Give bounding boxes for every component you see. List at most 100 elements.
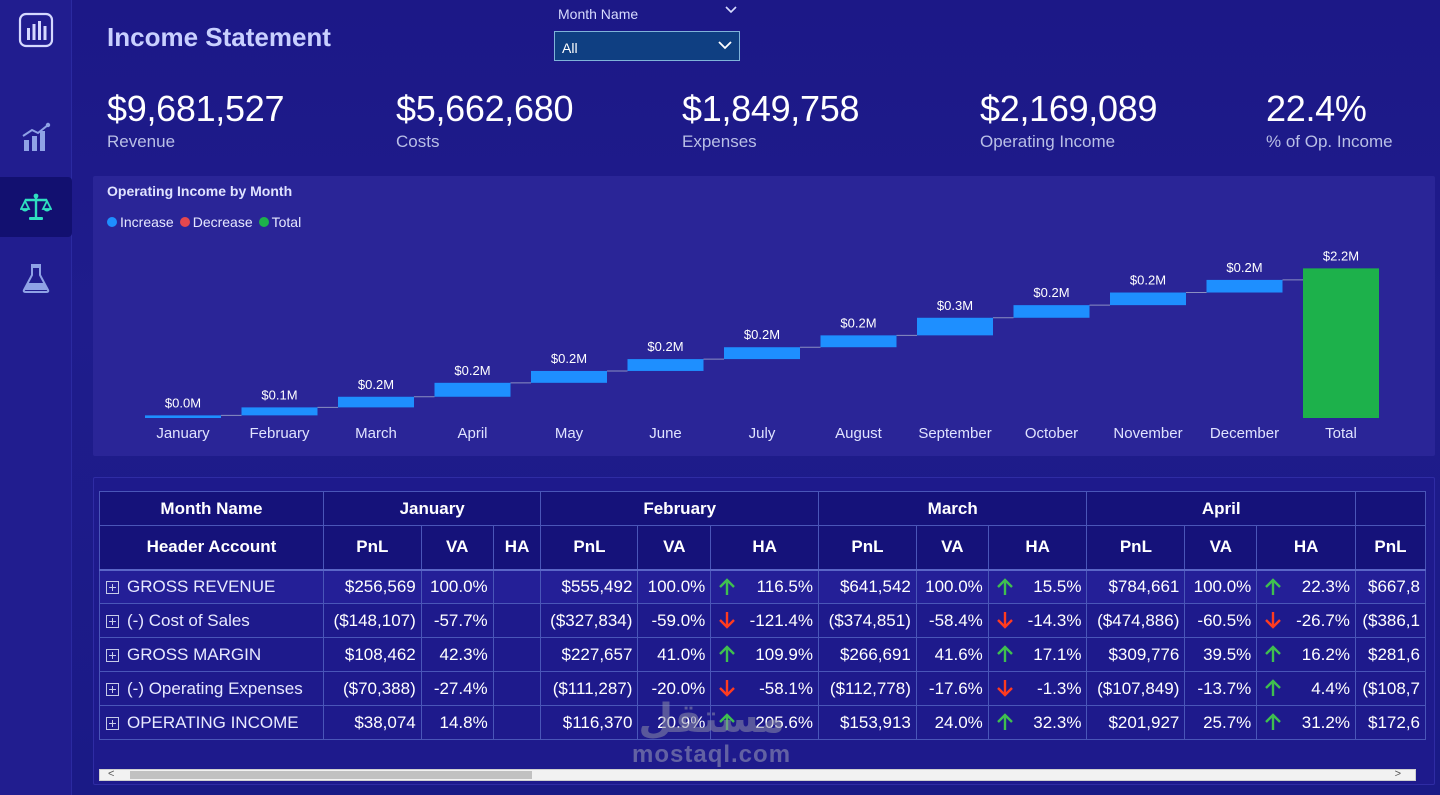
pnl-cell: ($148,107): [322, 603, 422, 638]
arrow-up-icon: [1263, 678, 1283, 703]
ha-value: -1.3%: [1037, 678, 1082, 698]
table-row[interactable]: (-) Operating Expenses ($70,388) -27.4% ($1…: [99, 671, 1426, 706]
power-bi-logo-icon[interactable]: [0, 0, 72, 60]
legend-total[interactable]: Total: [258, 214, 301, 230]
waterfall-bar-total[interactable]: [1303, 268, 1379, 418]
operating-income-chart[interactable]: $0.0M January $0.1M February $0.2M March $0.2M…: [93, 176, 1435, 456]
pnl-cell: ($327,834): [540, 603, 639, 638]
row-account[interactable]: (-) Operating Expenses: [99, 671, 324, 706]
x-tick-label: Total: [1325, 425, 1357, 442]
row-account[interactable]: GROSS REVENUE: [99, 568, 324, 604]
col-header-pnl[interactable]: PnL: [817, 525, 917, 570]
col-header-va[interactable]: VA: [420, 525, 494, 570]
pnl-cell: ($107,849): [1086, 671, 1186, 706]
table-row[interactable]: GROSS MARGIN $108,462 42.3% $227,657 41.0% 10…: [99, 637, 1426, 672]
col-header-ha[interactable]: HA: [492, 525, 542, 570]
ha-cell: 15.5%: [987, 568, 1088, 604]
sidebar: [0, 0, 72, 795]
col-header-va[interactable]: VA: [637, 525, 712, 570]
col-header-pnl[interactable]: PnL: [1086, 525, 1186, 570]
ha-cell: 17.1%: [987, 637, 1088, 672]
waterfall-bar-august[interactable]: [820, 335, 897, 348]
col-header-ha[interactable]: HA: [1256, 525, 1356, 570]
arrow-down-icon: [717, 678, 737, 703]
kpi-value: $5,662,680: [396, 88, 574, 129]
expand-plus-icon[interactable]: [106, 580, 119, 594]
waterfall-bar-november[interactable]: [1110, 292, 1186, 306]
waterfall-bar-december[interactable]: [1206, 279, 1283, 293]
flask-icon[interactable]: [0, 248, 72, 308]
kpi-value: 22.4%: [1266, 88, 1367, 129]
scroll-right-button[interactable]: >: [1394, 768, 1401, 780]
arrow-up-icon: [1263, 712, 1283, 737]
ha-value: -26.7%: [1296, 610, 1350, 630]
account-label: (-) Cost of Sales: [127, 610, 250, 630]
data-label: $0.1M: [261, 387, 297, 402]
arrow-down-icon: [717, 610, 737, 635]
month-header-march[interactable]: March: [817, 491, 1088, 526]
waterfall-bar-may[interactable]: [531, 370, 607, 383]
scroll-left-button[interactable]: <: [108, 768, 115, 780]
row-account[interactable]: OPERATING INCOME: [99, 705, 324, 740]
income-matrix[interactable]: Month Name January February March April …: [99, 491, 1426, 743]
waterfall-bar-october[interactable]: [1013, 305, 1090, 318]
horizontal-scrollbar[interactable]: < >: [99, 768, 1416, 781]
legend-dot: [107, 217, 117, 227]
kpi-costs: $5,662,680 Costs: [396, 88, 573, 152]
ha-cell: 109.9%: [710, 637, 819, 672]
x-tick-label: May: [555, 425, 584, 442]
expand-plus-icon[interactable]: [106, 614, 119, 628]
x-tick-label: January: [156, 425, 210, 442]
month-header-april[interactable]: April: [1086, 491, 1356, 526]
x-tick-label: April: [457, 425, 487, 442]
col-header-va[interactable]: VA: [1184, 525, 1258, 570]
row-account[interactable]: GROSS MARGIN: [99, 637, 324, 672]
scrollbar-thumb[interactable]: [130, 771, 532, 779]
waterfall-bar-january[interactable]: [145, 415, 221, 418]
row-account[interactable]: (-) Cost of Sales: [99, 603, 324, 638]
col-header-pnl[interactable]: PnL: [540, 525, 639, 570]
waterfall-chart-svg: $0.0M January $0.1M February $0.2M March $0.2M…: [145, 248, 1379, 442]
dropdown-chevron-icon: [717, 38, 733, 55]
arrow-up-icon: [995, 644, 1015, 669]
col-header-pnl[interactable]: PnL: [322, 525, 422, 570]
corner-month-header[interactable]: Month Name: [99, 491, 324, 526]
balance-scale-icon[interactable]: [0, 177, 72, 237]
month-header-may[interactable]: [1354, 491, 1426, 526]
chart-growth-icon[interactable]: [0, 108, 72, 168]
chart-title: Operating Income by Month: [107, 183, 293, 199]
month-header-january[interactable]: January: [322, 491, 542, 526]
watermark: مستقل mostaql.com: [632, 697, 791, 769]
data-label: $0.2M: [744, 327, 780, 342]
col-header-pnl[interactable]: PnL: [1354, 525, 1426, 570]
arrow-down-icon: [995, 610, 1015, 635]
expand-plus-icon[interactable]: [106, 648, 119, 662]
waterfall-bar-february[interactable]: [241, 407, 318, 416]
expand-plus-icon[interactable]: [106, 682, 119, 696]
waterfall-bar-july[interactable]: [724, 347, 800, 360]
waterfall-bar-september[interactable]: [917, 317, 993, 336]
table-row[interactable]: (-) Cost of Sales ($148,107) -57.7% ($327,8…: [99, 603, 1426, 638]
pnl-cell: ($374,851): [817, 603, 917, 638]
legend-increase[interactable]: Increase: [107, 214, 174, 230]
kpi-value: $1,849,758: [682, 88, 860, 129]
col-header-va[interactable]: VA: [915, 525, 989, 570]
pnl-cell: ($70,388): [322, 671, 422, 706]
expand-plus-icon[interactable]: [106, 716, 119, 730]
col-header-ha[interactable]: HA: [710, 525, 819, 570]
corner-account-header[interactable]: Header Account: [99, 525, 324, 570]
data-label: $0.2M: [647, 339, 683, 354]
data-label: $0.2M: [840, 315, 876, 330]
table-row[interactable]: OPERATING INCOME $38,074 14.8% $116,370 20.9…: [99, 705, 1426, 740]
waterfall-bar-april[interactable]: [434, 382, 511, 397]
col-header-ha[interactable]: HA: [987, 525, 1088, 570]
waterfall-bar-march[interactable]: [338, 396, 414, 408]
income-matrix-panel: Month Name January February March April …: [93, 477, 1435, 785]
waterfall-bar-june[interactable]: [627, 359, 704, 371]
month-filter-dropdown[interactable]: All: [554, 31, 740, 61]
month-header-february[interactable]: February: [540, 491, 819, 526]
legend-decrease[interactable]: Decrease: [179, 214, 253, 230]
table-row[interactable]: GROSS REVENUE $256,569 100.0% $555,492 100.0…: [99, 568, 1426, 604]
income-matrix-table: Month Name January February March April …: [99, 491, 1426, 740]
chevron-down-icon[interactable]: [724, 3, 738, 21]
